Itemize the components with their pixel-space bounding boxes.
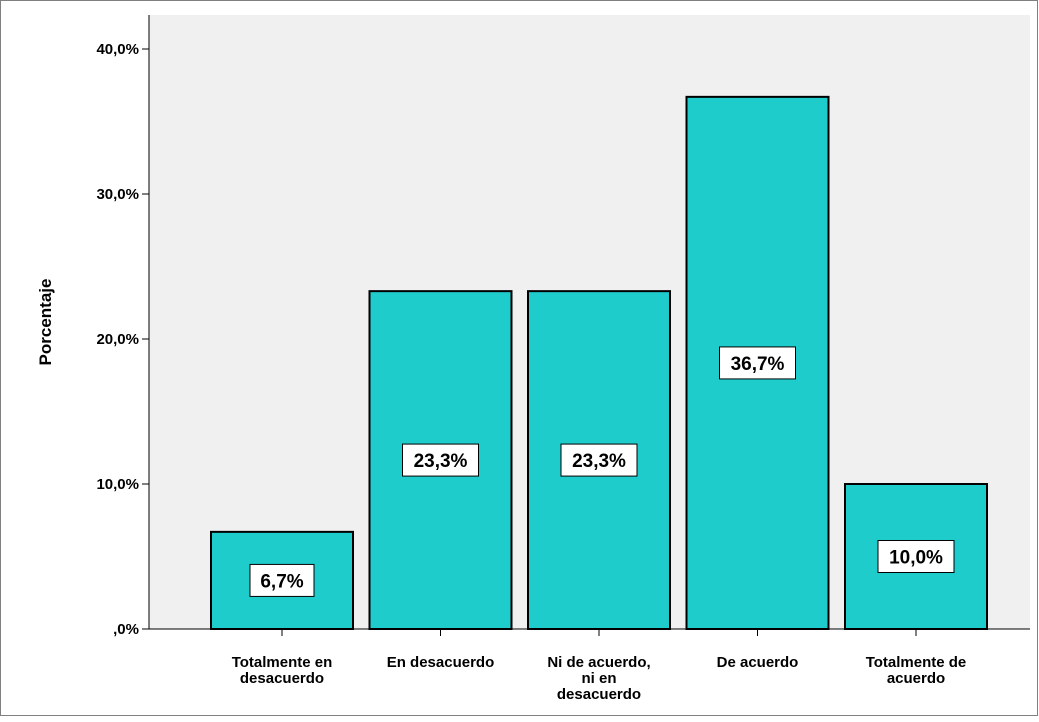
data-label: 6,7% bbox=[260, 571, 303, 592]
x-tick-label: En desacuerdo bbox=[387, 654, 495, 671]
data-label-box bbox=[719, 346, 796, 380]
data-label: 23,3% bbox=[414, 451, 468, 472]
data-label-box bbox=[249, 563, 315, 597]
y-axis-title: Porcentaje bbox=[36, 279, 55, 366]
data-label: 36,7% bbox=[731, 354, 785, 375]
y-tick-label: ,0% bbox=[113, 621, 139, 638]
data-label-box bbox=[560, 443, 638, 477]
x-tick-label: Ni de acuerdo, ni en desacuerdo bbox=[547, 654, 650, 703]
y-tick-label: 20,0% bbox=[96, 331, 139, 348]
data-label-box bbox=[877, 540, 955, 573]
y-tick-label: 10,0% bbox=[96, 476, 139, 493]
y-tick-label: 40,0% bbox=[96, 41, 139, 58]
x-tick-label: Totalmente en desacuerdo bbox=[232, 654, 333, 687]
data-label: 23,3% bbox=[572, 451, 626, 472]
x-tick-label: De acuerdo bbox=[717, 654, 799, 671]
x-tick-label: Totalmente de acuerdo bbox=[866, 654, 967, 687]
y-tick-label: 30,0% bbox=[96, 186, 139, 203]
data-label-box bbox=[402, 443, 479, 477]
data-label: 10,0% bbox=[889, 548, 943, 569]
